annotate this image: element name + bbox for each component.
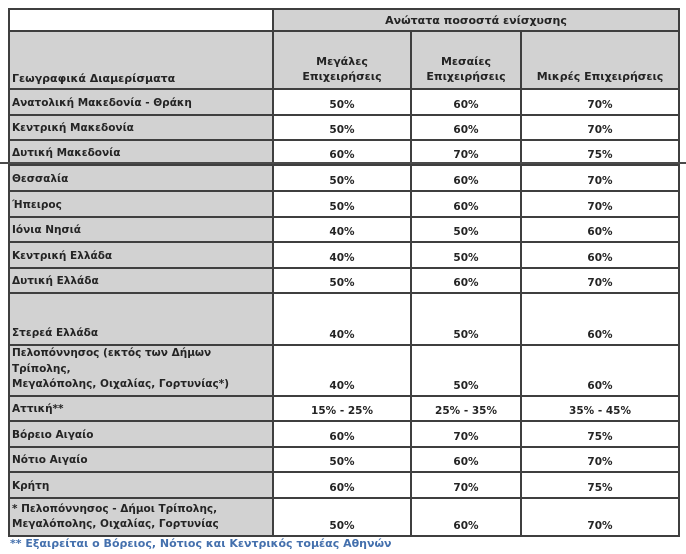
column-header-row: Γεωγραφικά Διαμερίσματα Μεγάλες Επιχειρή… <box>8 30 680 90</box>
region-cell: Ιόνια Νησιά <box>8 216 274 243</box>
table-body: Ανατολική Μακεδονία - Θράκη 50% 60% 70% Κεντ… <box>8 88 680 537</box>
value-cell: 50% <box>272 190 412 218</box>
value-cell: 40% <box>272 292 412 346</box>
region-cell: Στερεά Ελλάδα <box>8 292 274 346</box>
value-cell: 50% <box>272 164 412 192</box>
value-cell: 60% <box>520 292 680 346</box>
value-cell: 40% <box>272 344 412 397</box>
table-row: Κρήτη 60% 70% 75% <box>8 471 680 499</box>
table-row: Ανατολική Μακεδονία - Θράκη 50% 60% 70% <box>8 88 680 116</box>
value-cell: 50% <box>272 88 412 116</box>
value-cell: 50% <box>410 241 522 269</box>
region-cell: Ήπειρος <box>8 190 274 218</box>
region-cell: Αττική** <box>8 395 274 422</box>
large-enterprises-header-cell: Μεγάλες Επιχειρήσεις <box>272 30 412 90</box>
empty-corner-cell <box>8 8 274 32</box>
value-cell: 60% <box>410 497 522 537</box>
table-split-line <box>0 162 686 164</box>
small-enterprises-header-cell: Μικρές Επιχειρήσεις <box>520 30 680 90</box>
region-cell: Θεσσαλία <box>8 164 274 192</box>
value-cell: 70% <box>520 164 680 192</box>
value-cell: 50% <box>272 446 412 473</box>
value-cell: 60% <box>410 114 522 141</box>
value-cell: 25% - 35% <box>410 395 522 422</box>
value-cell: 70% <box>410 139 522 166</box>
value-cell: 40% <box>272 216 412 243</box>
medium-enterprises-header-cell: Μεσαίες Επιχειρήσεις <box>410 30 522 90</box>
table-row: Νότιο Αιγαίο 50% 60% 70% <box>8 446 680 473</box>
table-row: Κεντρική Μακεδονία 50% 60% 70% <box>8 114 680 141</box>
value-cell: 15% - 25% <box>272 395 412 422</box>
table-row: Στερεά Ελλάδα 40% 50% 60% <box>8 292 680 346</box>
value-cell: 70% <box>520 267 680 294</box>
top-header-row: Ανώτατα ποσοστά ενίσχυσης <box>8 8 680 32</box>
value-cell: 70% <box>520 190 680 218</box>
value-cell: 75% <box>520 471 680 499</box>
region-cell: Ανατολική Μακεδονία - Θράκη <box>8 88 274 116</box>
value-cell: 50% <box>410 216 522 243</box>
value-cell: 60% <box>272 139 412 166</box>
geography-header-cell: Γεωγραφικά Διαμερίσματα <box>8 30 274 90</box>
region-cell: Κρήτη <box>8 471 274 499</box>
value-cell: 70% <box>520 114 680 141</box>
table-row: Ιόνια Νησιά 40% 50% 60% <box>8 216 680 243</box>
value-cell: 50% <box>410 344 522 397</box>
value-cell: 60% <box>272 420 412 448</box>
top-header-cell: Ανώτατα ποσοστά ενίσχυσης <box>272 8 680 32</box>
aid-rates-table: Ανώτατα ποσοστά ενίσχυσης Γεωγραφικά Δια… <box>8 8 680 537</box>
table-row: Δυτική Μακεδονία 60% 70% 75% <box>8 139 680 166</box>
value-cell: 60% <box>520 344 680 397</box>
value-cell: 60% <box>272 471 412 499</box>
value-cell: 70% <box>410 420 522 448</box>
region-cell: Κεντρική Μακεδονία <box>8 114 274 141</box>
value-cell: 50% <box>272 114 412 141</box>
value-cell: 60% <box>410 267 522 294</box>
value-cell: 60% <box>410 446 522 473</box>
value-cell: 70% <box>410 471 522 499</box>
table-row: Αττική** 15% - 25% 25% - 35% 35% - 45% <box>8 395 680 422</box>
value-cell: 50% <box>272 267 412 294</box>
value-cell: 40% <box>272 241 412 269</box>
value-cell: 60% <box>410 164 522 192</box>
value-cell: 60% <box>520 241 680 269</box>
region-cell: * Πελοπόννησος - Δήμοι Τρίπολης, Μεγαλόπ… <box>8 497 274 537</box>
value-cell: 70% <box>520 88 680 116</box>
region-cell: Δυτική Ελλάδα <box>8 267 274 294</box>
region-cell: Βόρειο Αιγαίο <box>8 420 274 448</box>
value-cell: 75% <box>520 139 680 166</box>
footnote: ** Εξαιρείται ο Βόρειος, Νότιος και Κεντ… <box>10 537 392 550</box>
table-row: Βόρειο Αιγαίο 60% 70% 75% <box>8 420 680 448</box>
region-cell: Δυτική Μακεδονία <box>8 139 274 166</box>
table-row: Ήπειρος 50% 60% 70% <box>8 190 680 218</box>
value-cell: 50% <box>272 497 412 537</box>
value-cell: 50% <box>410 292 522 346</box>
region-cell: Κεντρική Ελλάδα <box>8 241 274 269</box>
value-cell: 75% <box>520 420 680 448</box>
region-cell: Νότιο Αιγαίο <box>8 446 274 473</box>
table-row: Δυτική Ελλάδα 50% 60% 70% <box>8 267 680 294</box>
table-row: Θεσσαλία 50% 60% 70% <box>8 164 680 192</box>
table-row: Κεντρική Ελλάδα 40% 50% 60% <box>8 241 680 269</box>
table-row: * Πελοπόννησος - Δήμοι Τρίπολης, Μεγαλόπ… <box>8 497 680 537</box>
value-cell: 60% <box>520 216 680 243</box>
table-row: Πελοπόννησος (εκτός των Δήμων Τρίπολης, … <box>8 344 680 397</box>
value-cell: 70% <box>520 497 680 537</box>
value-cell: 70% <box>520 446 680 473</box>
value-cell: 60% <box>410 190 522 218</box>
region-cell: Πελοπόννησος (εκτός των Δήμων Τρίπολης, … <box>8 344 274 397</box>
value-cell: 35% - 45% <box>520 395 680 422</box>
value-cell: 60% <box>410 88 522 116</box>
